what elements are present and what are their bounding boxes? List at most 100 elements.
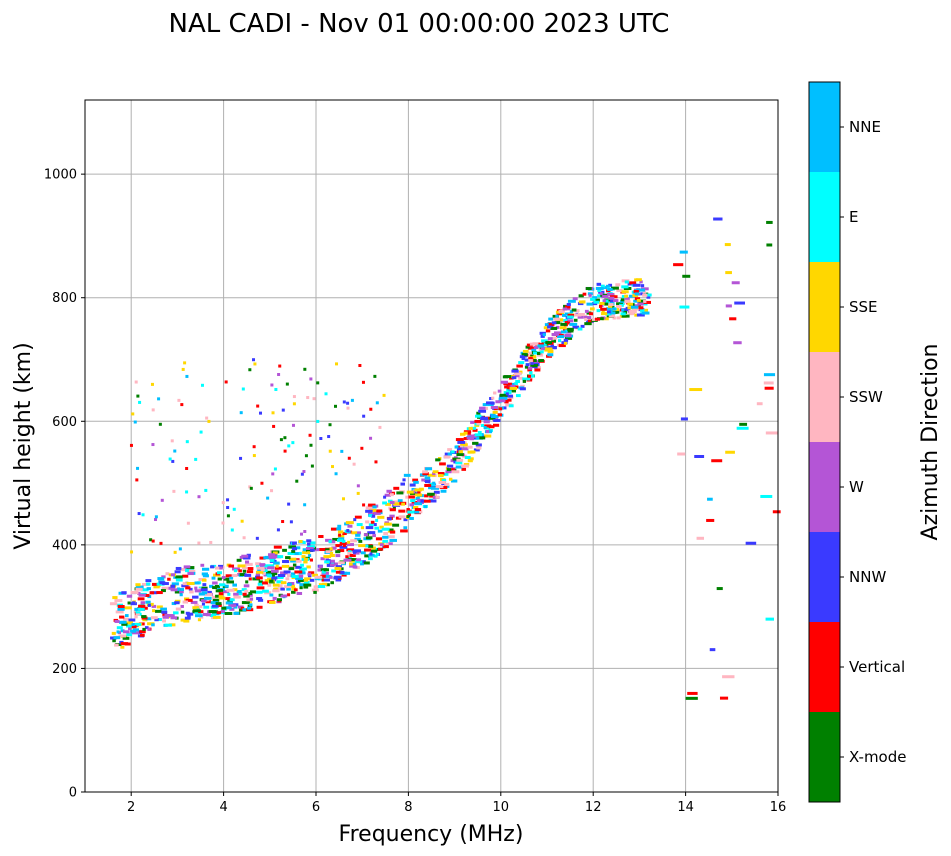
- echo-point: [216, 571, 222, 575]
- echo-point: [300, 472, 304, 476]
- echo-point: [249, 603, 253, 607]
- echo-point: [607, 288, 613, 292]
- echo-point: [347, 550, 352, 554]
- echo-point: [317, 585, 326, 589]
- echo-point: [120, 620, 127, 624]
- echo-point: [551, 321, 557, 325]
- echo-point: [471, 436, 479, 440]
- echo-point: [270, 489, 274, 493]
- echo-point: [339, 545, 348, 549]
- echo-point: [145, 579, 152, 583]
- echo-point: [385, 542, 392, 546]
- echo-point: [309, 377, 313, 381]
- echo-point: [455, 461, 463, 465]
- echo-point: [188, 587, 193, 591]
- echo-point: [192, 595, 199, 599]
- echo-point: [466, 436, 472, 440]
- echo-point: [320, 574, 326, 578]
- echo-point: [304, 454, 308, 458]
- echo-point: [185, 569, 189, 573]
- echo-point: [218, 603, 222, 607]
- echo-point: [472, 441, 479, 445]
- echo-point: [306, 565, 311, 569]
- echo-point: [389, 493, 394, 497]
- echo-point: [530, 361, 534, 365]
- echo-point: [533, 360, 540, 364]
- echo-point: [373, 523, 377, 527]
- echo-point: [255, 570, 264, 574]
- echo-point: [365, 506, 373, 510]
- echo-point: [219, 566, 223, 570]
- echo-point: [505, 392, 509, 396]
- echo-point: [179, 593, 183, 597]
- echo-point: [347, 540, 351, 544]
- echo-point: [276, 528, 280, 532]
- echo-point: [479, 406, 486, 410]
- echo-point: [281, 564, 290, 568]
- echo-point: [369, 407, 373, 411]
- echo-point: [248, 368, 252, 372]
- echo-point: [179, 568, 186, 572]
- echo-point: [125, 624, 133, 628]
- echo-point: [320, 557, 325, 561]
- echo-point: [259, 563, 266, 567]
- echo-point: [611, 286, 619, 290]
- echo-point: [595, 286, 604, 290]
- echo-point: [605, 312, 612, 316]
- echo-point: [139, 633, 145, 637]
- echo-point: [446, 468, 452, 472]
- echo-point: [205, 416, 209, 420]
- echo-point: [135, 585, 144, 589]
- echo-point: [529, 342, 536, 346]
- echo-point: [608, 296, 615, 300]
- echo-point: [283, 436, 287, 440]
- echo-point: [189, 590, 194, 594]
- echo-point: [334, 404, 338, 408]
- echo-point: [412, 506, 419, 510]
- echo-point: [151, 408, 155, 412]
- echo-point: [214, 584, 221, 588]
- echo-point: [524, 365, 529, 369]
- echo-point: [451, 470, 460, 474]
- echo-point: [346, 529, 350, 533]
- echo-point: [556, 312, 562, 316]
- echo-point: [475, 443, 482, 447]
- echo-point: [349, 564, 356, 568]
- echo-point: [584, 317, 588, 321]
- echo-point: [731, 281, 740, 285]
- echo-point: [466, 427, 470, 431]
- echo-point: [450, 459, 455, 463]
- echo-point: [354, 537, 361, 541]
- echo-point: [335, 554, 341, 558]
- echo-point: [677, 452, 686, 456]
- echo-point: [200, 599, 207, 603]
- echo-point: [489, 397, 493, 401]
- echo-point: [302, 540, 306, 544]
- echo-point: [145, 600, 151, 604]
- echo-point: [566, 321, 571, 325]
- echo-point: [389, 538, 397, 542]
- echo-point: [194, 610, 202, 614]
- echo-point: [553, 317, 560, 321]
- echo-point: [236, 558, 242, 562]
- echo-point: [482, 403, 488, 407]
- echo-point: [424, 476, 431, 480]
- echo-point: [419, 510, 423, 514]
- echo-point: [194, 457, 198, 461]
- echo-point: [151, 623, 155, 627]
- echo-point: [183, 565, 191, 569]
- echo-point: [400, 529, 408, 533]
- echo-point: [634, 297, 641, 301]
- echo-point: [303, 585, 309, 589]
- echo-point: [138, 604, 146, 608]
- echo-point: [382, 393, 386, 397]
- echo-point: [149, 538, 153, 542]
- echo-point: [309, 541, 316, 545]
- echo-point: [578, 294, 584, 298]
- echo-point: [256, 605, 263, 609]
- echo-point: [532, 355, 537, 359]
- echo-point: [331, 546, 337, 550]
- echo-point: [277, 574, 286, 578]
- echo-point: [271, 472, 275, 476]
- echo-point: [364, 554, 370, 558]
